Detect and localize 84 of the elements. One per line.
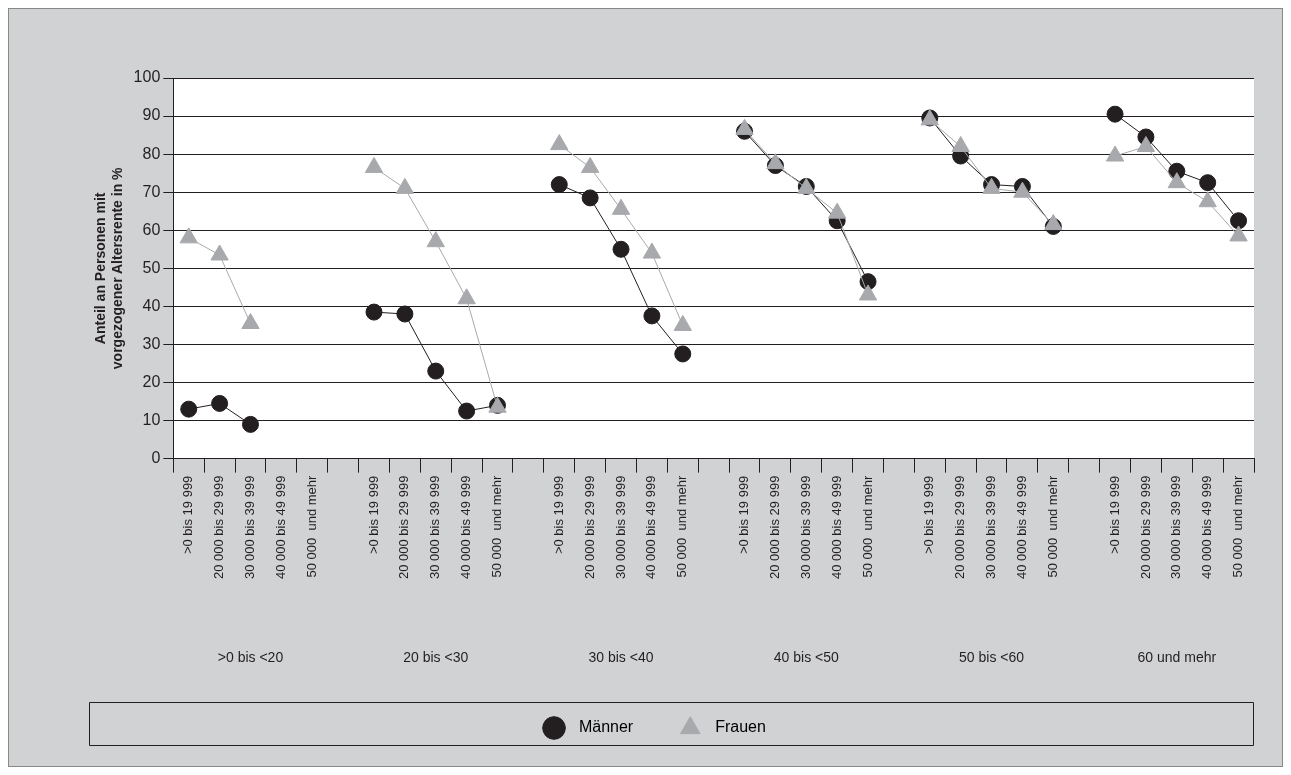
text: 40 bis <50 bbox=[773, 649, 839, 666]
y-tick-label: 100 bbox=[133, 68, 161, 86]
y-tick-label: 80 bbox=[142, 144, 161, 162]
point bbox=[642, 242, 662, 259]
point bbox=[1044, 214, 1063, 231]
point bbox=[210, 244, 229, 261]
x-tick-label: 30 000 bis 39 999 bbox=[983, 475, 999, 580]
point bbox=[179, 227, 198, 244]
point bbox=[180, 400, 198, 418]
x-tick-label: 40 000 bis 49 999 bbox=[1199, 475, 1215, 580]
y-tick-label: 20 bbox=[142, 372, 161, 390]
text: 50 bis <60 bbox=[959, 649, 1025, 666]
x-tick-label: 20 000 bis 29 999 bbox=[581, 475, 597, 580]
point bbox=[458, 402, 476, 420]
x-tick-label: >0 bis 19 999 bbox=[550, 475, 566, 555]
point bbox=[211, 394, 229, 412]
point bbox=[674, 345, 692, 363]
text: 30 bis <40 bbox=[588, 649, 654, 666]
point bbox=[1230, 212, 1248, 230]
x-tick-label: 30 000 bis 39 999 bbox=[797, 475, 813, 580]
point bbox=[951, 136, 970, 153]
point bbox=[365, 303, 383, 321]
point bbox=[1105, 145, 1125, 162]
point bbox=[1167, 172, 1186, 189]
point bbox=[1198, 191, 1217, 208]
x-tick-label: 20 000 bis 29 999 bbox=[766, 475, 782, 580]
x-tick-label: >0 bis 19 999 bbox=[921, 475, 937, 555]
y-tick-label: 30 bbox=[142, 334, 161, 352]
point bbox=[427, 362, 445, 380]
point bbox=[766, 153, 785, 170]
x-tick-label: >0 bis 19 999 bbox=[180, 475, 196, 555]
point bbox=[550, 134, 569, 151]
point bbox=[612, 240, 630, 258]
x-tick-label: 30 000 bis 39 999 bbox=[612, 475, 628, 580]
point bbox=[581, 189, 599, 207]
point bbox=[828, 202, 847, 219]
x-tick-label: >0 bis 19 999 bbox=[736, 475, 752, 555]
point bbox=[643, 307, 661, 325]
point bbox=[580, 156, 600, 173]
x-tick-label: 50 000 und mehr bbox=[489, 474, 505, 578]
x-tick-label: 30 000 bis 39 999 bbox=[242, 475, 258, 580]
point bbox=[396, 305, 414, 323]
x-tick-label: >0 bis 19 999 bbox=[1106, 475, 1122, 555]
point bbox=[364, 156, 384, 173]
text: >0 bis <20 bbox=[217, 649, 284, 666]
y-tick-label: 40 bbox=[142, 296, 161, 314]
point bbox=[395, 177, 415, 194]
x-tick-label: 40 000 bis 49 999 bbox=[1014, 475, 1029, 580]
x-tick-label: 20 000 bis 29 999 bbox=[952, 475, 968, 580]
x-tick-label: 50 000 und mehr bbox=[859, 474, 875, 578]
x-tick-label: 30 000 bis 39 999 bbox=[427, 475, 443, 580]
point bbox=[241, 415, 259, 433]
point bbox=[735, 118, 754, 135]
y-tick-label: 10 bbox=[142, 410, 161, 428]
x-tick-label: 40 000 bis 49 999 bbox=[458, 475, 474, 580]
point bbox=[1229, 225, 1248, 242]
point bbox=[426, 231, 445, 248]
y-axis-title: Anteil an Personen mit vorgezogener Altersrente in % bbox=[92, 166, 126, 370]
x-tick-label: 50 000 und mehr bbox=[1044, 474, 1060, 578]
x-tick-label: 50 000 und mehr bbox=[1230, 474, 1246, 578]
x-tick-label: 20 000 bis 29 999 bbox=[211, 475, 227, 580]
y-tick-label: 0 bbox=[151, 449, 161, 467]
point bbox=[858, 284, 878, 301]
x-tick-label: >0 bis 19 999 bbox=[365, 475, 381, 555]
point bbox=[241, 313, 260, 330]
point bbox=[611, 198, 631, 215]
point bbox=[1136, 136, 1156, 153]
x-tick-label: 40 000 bis 49 999 bbox=[272, 475, 288, 580]
x-tick-label: 40 000 bis 49 999 bbox=[828, 475, 844, 580]
x-tick-label: 30 000 bis 39 999 bbox=[1168, 475, 1184, 580]
legend-label: Frauen bbox=[706, 718, 797, 736]
x-tick-label: 50 000 und mehr bbox=[674, 474, 690, 578]
text: 60 und mehr bbox=[1137, 649, 1217, 666]
x-tick-label: 20 000 bis 29 999 bbox=[1137, 475, 1153, 580]
legend-label: Männer bbox=[570, 718, 665, 736]
x-tick-label: 50 000 und mehr bbox=[303, 474, 319, 578]
y-tick-label: 90 bbox=[142, 106, 161, 124]
y-tick-label: 70 bbox=[142, 182, 161, 200]
point bbox=[457, 288, 476, 305]
text: 20 bis <30 bbox=[403, 649, 469, 666]
x-tick-label: 20 000 bis 29 999 bbox=[396, 475, 412, 580]
y-tick-label: 60 bbox=[142, 220, 161, 238]
x-tick-label: 40 000 bis 49 999 bbox=[643, 475, 659, 580]
y-tick-label: 50 bbox=[142, 258, 161, 276]
